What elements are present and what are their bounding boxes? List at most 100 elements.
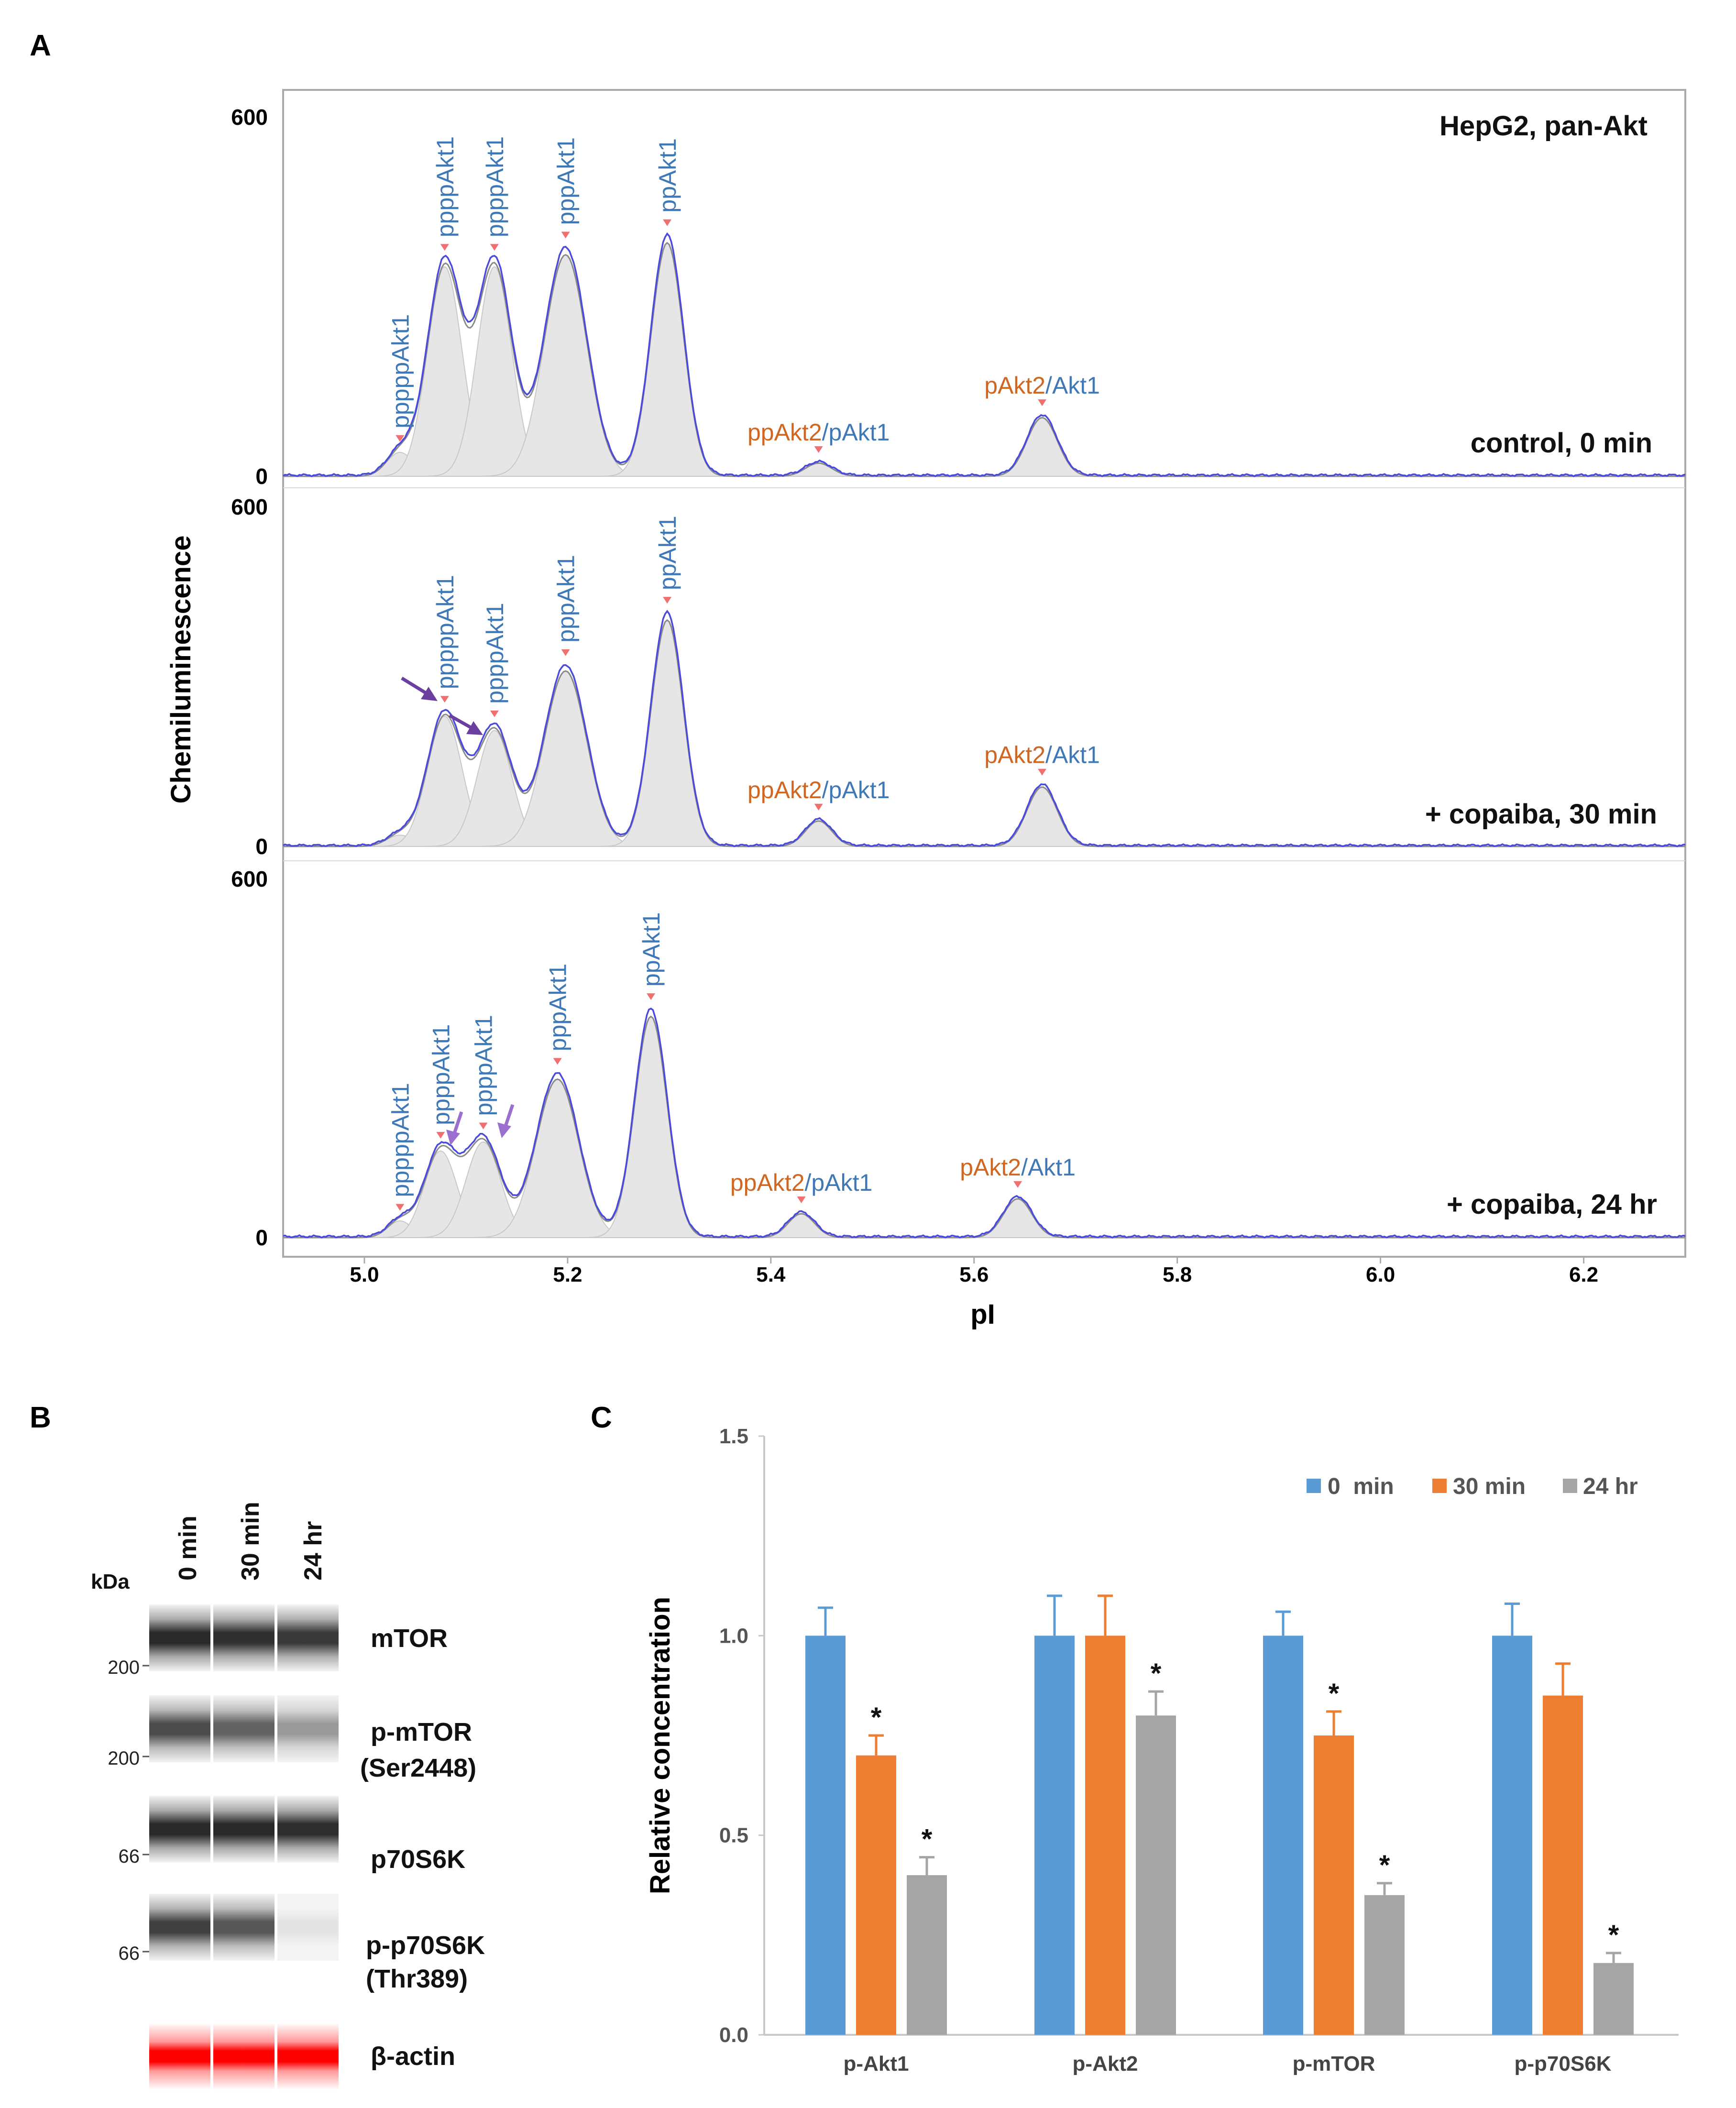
- mw-marker-200: 200: [108, 1657, 140, 1678]
- peak-marker-icon: [663, 219, 672, 226]
- peak-label: ppppAkt1: [471, 1015, 497, 1116]
- y-axis-ticks: 0 600 0 600 0 600: [231, 105, 268, 1250]
- bar-categories: p-Akt1 p-Akt2 p-mTOR p-p70S6K: [844, 2052, 1612, 2075]
- bar: [1543, 1695, 1583, 2035]
- bar-category-label: p-Akt2: [1073, 2052, 1138, 2075]
- bar: [907, 1875, 947, 2035]
- peak-marker-icon: [561, 649, 570, 656]
- arrow-markers: [401, 677, 515, 1145]
- panel-letter-a: A: [30, 29, 51, 62]
- arrow-icon: [446, 1130, 460, 1145]
- x-tick-label: 6.0: [1366, 1263, 1395, 1286]
- significance-marker: *: [1151, 1658, 1162, 1689]
- blot-band: [149, 1695, 210, 1762]
- arrow-icon: [466, 721, 483, 735]
- blot-band: [149, 1604, 210, 1671]
- legend-swatch-0min: [1307, 1479, 1321, 1493]
- measured-trace: [283, 609, 1685, 847]
- fitted-trace: [283, 1015, 1685, 1239]
- peak-marker-icon: [1013, 1181, 1022, 1188]
- legend: 0 min 30 min 24 hr: [1307, 1474, 1638, 1499]
- peak-label: pppAkt1: [553, 555, 580, 642]
- blot-band: [277, 1695, 339, 1762]
- arrow-icon: [421, 687, 438, 701]
- peak-marker-icon: [814, 803, 823, 811]
- plot-frame: [282, 89, 1686, 1258]
- y-axis-label: Chemiluminescence: [165, 536, 197, 804]
- bar-y-axis-label: Relative concentration: [645, 1597, 676, 1894]
- y-tick-label: 0: [255, 834, 268, 859]
- y-tick-label: 0: [255, 1225, 268, 1250]
- legend-label-30min: 30 min: [1453, 1474, 1526, 1499]
- y-tick-label: 0: [255, 464, 268, 489]
- legend-swatch-24hr: [1563, 1479, 1577, 1493]
- peak-marker-icon: [440, 696, 449, 703]
- bar-layer: * * * * * *: [805, 1594, 1634, 2035]
- blot-label-p-mtor-site: (Ser2448): [360, 1754, 476, 1782]
- legend-label-24hr: 24 hr: [1583, 1474, 1638, 1499]
- bar: [1136, 1715, 1176, 2035]
- mw-marker-200: 200: [108, 1748, 140, 1769]
- bar: [805, 1636, 846, 2035]
- x-tick-label: 5.2: [553, 1263, 582, 1286]
- bar-chart-panel: 0.00.51.01.5 ****** p-Akt1 p-Akt2 p-mTOR p-…: [645, 1425, 1679, 2075]
- bar-y-ticks: 0.0 0.5 1.0 1.5: [719, 1425, 764, 2047]
- bar: [1314, 1735, 1354, 2035]
- peak-area: [602, 242, 733, 477]
- x-tick-label: 5.8: [1163, 1263, 1192, 1286]
- peak-label: ppAkt2/pAkt1: [747, 777, 890, 803]
- blot-band: [277, 1796, 339, 1863]
- peak-label: pppAkt1: [545, 964, 571, 1051]
- y-tick-label: 600: [231, 867, 268, 891]
- peak-marker-icon: [1038, 399, 1047, 406]
- blot-rows: [143, 1604, 339, 2090]
- peak-marker-icon: [797, 1197, 806, 1203]
- peak-marker-icon: [553, 1058, 562, 1065]
- peak-label: pppppAkt1: [387, 1083, 414, 1197]
- peak-area: [981, 417, 1103, 477]
- bar: [856, 1755, 896, 2035]
- peak-area: [748, 1213, 854, 1238]
- blot-band: [277, 2023, 339, 2090]
- peak-label: pppppAkt1: [387, 314, 414, 428]
- peak-label: pAkt2/Akt1: [960, 1154, 1076, 1181]
- measured-trace: [283, 232, 1686, 477]
- blot-label-p70s6k: p70S6K: [371, 1845, 465, 1874]
- bar: [1085, 1636, 1125, 2035]
- peak-label: ppppAkt1: [428, 1024, 454, 1125]
- mw-marker-66: 66: [119, 1846, 140, 1867]
- significance-marker: *: [1329, 1678, 1340, 1709]
- bar: [1034, 1636, 1075, 2035]
- x-axis-label: pI: [970, 1299, 995, 1330]
- peak-label: ppAkt2/pAkt1: [730, 1169, 872, 1196]
- blot-label-p-p70s6k-site: (Thr389): [366, 1965, 468, 1993]
- electropherogram-panel: pppppAkt1 ppppAkt1 ppppAkt1 pppAkt1 ppAkt1 pp…: [165, 89, 1686, 1330]
- blot-label-beta-actin: β-actin: [371, 2042, 455, 2071]
- bar-category-label: p-p70S6K: [1515, 2052, 1612, 2075]
- blot-label-p-mtor: p-mTOR: [371, 1718, 472, 1746]
- lane-label-30min: 30 min: [237, 1502, 264, 1581]
- x-tick-label: 5.0: [350, 1263, 379, 1286]
- bar: [1364, 1895, 1405, 2035]
- kda-label: kDa: [91, 1570, 130, 1593]
- peak-labels: pppppAkt1 ppppAkt1 ppppAkt1 pppAkt1 ppAkt1 pp…: [387, 136, 1100, 1211]
- legend-swatch-30min: [1432, 1479, 1447, 1493]
- blot-band: [213, 2023, 275, 2090]
- western-blot-panel: kDa 0 min 30 min 24 hr mTOR p-mTOR (Ser2…: [91, 1502, 485, 2090]
- lane-label-24hr: 24 hr: [299, 1521, 327, 1581]
- bar-y-tick-label: 0.0: [719, 2023, 748, 2047]
- legend-label-0min: 0 min: [1328, 1474, 1394, 1499]
- chart-title: HepG2, pan-Akt: [1439, 110, 1648, 142]
- bar: [1593, 1963, 1634, 2035]
- peak-label: pppAkt1: [553, 137, 580, 225]
- peak-marker-icon: [561, 231, 570, 239]
- condition-label-30min: + copaiba, 30 min: [1425, 799, 1657, 830]
- blot-band: [149, 1894, 210, 1961]
- blot-band: [213, 1604, 275, 1671]
- blot-band: [213, 1695, 275, 1762]
- peak-label: pAkt2/Akt1: [984, 372, 1100, 399]
- peak-marker-icon: [479, 1122, 488, 1130]
- blot-band: [277, 1894, 339, 1961]
- bar-category-label: p-mTOR: [1293, 2052, 1375, 2075]
- peak-marker-icon: [1038, 769, 1047, 776]
